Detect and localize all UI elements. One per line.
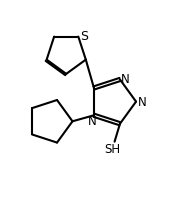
Text: N: N	[88, 114, 97, 127]
Text: S: S	[80, 29, 88, 42]
Text: N: N	[137, 96, 146, 109]
Text: SH: SH	[105, 142, 121, 155]
Text: N: N	[121, 73, 129, 86]
